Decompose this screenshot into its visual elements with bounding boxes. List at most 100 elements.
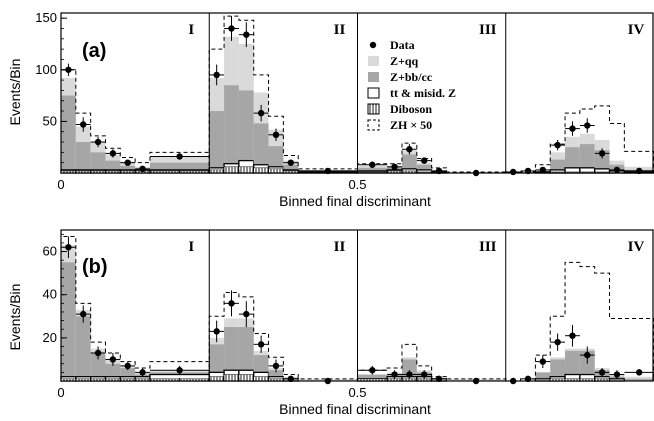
panel-b-region-label-IV: IV [628, 239, 645, 255]
panel-a-region-3-bin-4-data-point [421, 157, 428, 164]
legend-zqq-swatch-icon [368, 56, 379, 66]
panel-b-ytick-label-3: 60 [43, 244, 57, 259]
panel-b-region-4-bin-9-data-point [635, 369, 643, 376]
panel-b-region-4-bin-6-zbb-bar [579, 350, 595, 381]
panel-a-region-2-bin-2-diboson-bar [223, 166, 240, 174]
panel-a-region-1-bin-2-data-point [80, 121, 87, 128]
panel-a-region-2-zh-outline [208, 15, 358, 173]
panel-a-region-2-bin-6-data-point [287, 159, 294, 166]
panel-b-region-2-bin-5-zbb-bar [268, 370, 284, 381]
panel-a-region-2-bin-3-zbb-bar [238, 90, 254, 173]
panel-b-xtick-label-1: 0 [57, 385, 64, 400]
panel-a-region-2-bin-1-zbb-bar [209, 111, 225, 173]
panel-b-region-4-bin-8-data-point [613, 371, 621, 378]
panel-b-region-label-II: II [334, 239, 346, 255]
panel-b-region-4-bin-4-zbb-bar [550, 359, 566, 381]
panel-b-region-2-zh-outline [208, 292, 358, 381]
panel-a-region-2-bin-5-data-point [272, 131, 280, 139]
panel-a-region-3-bin-2-data-point [391, 163, 398, 171]
panel-b-region-3-bin-3-data-point [406, 371, 413, 378]
panel-a-region-2-bin-2-data-point [228, 25, 235, 32]
panel-a-region-1-bin-1-zbb-bar [61, 95, 76, 173]
panel-a-region-2-bin-2-zbb-bar [224, 85, 239, 173]
panel-a-region-4-bin-5-zbb-bar [565, 147, 580, 173]
panel-a-region-1-bin-5-data-point [124, 159, 131, 166]
panel-a-region-1-bin-3-zbb-bar [90, 152, 106, 173]
panel-b-region-label-III: III [479, 239, 497, 255]
panel-a-region-label-I: I [188, 22, 194, 38]
panel-b-region-1-bin-1-data-point [65, 244, 72, 251]
panel-a-region-3-bin-3-data-point [406, 146, 413, 153]
panel-b-region-2-bin-2-diboson-bar [223, 374, 240, 382]
panel-a-region-1-bin-2-zbb-bar [75, 142, 91, 173]
legend-tt-label: tt & misid. Z [390, 86, 456, 100]
panel-b-region-2-bin-4-diboson-bar [253, 376, 269, 382]
legend-item-diboson: Diboson [367, 102, 432, 116]
legend-diboson-swatch-icon [367, 103, 380, 115]
panel-a-region-1-bin-4-data-point [109, 150, 117, 157]
panel-a-region-label-III: III [479, 22, 497, 38]
legend-zh-label: ZH × 50 [390, 118, 432, 132]
legend-diboson-label: Diboson [390, 102, 432, 116]
panel-a-region-1-bin-7-data-point [176, 153, 183, 160]
panel-a-region-2-bin-5-diboson-bar [268, 168, 284, 174]
panel-a-region-4-bin-4-data-point [554, 141, 561, 149]
panel-a-ytick-label-3: 150 [35, 10, 57, 25]
panel-b-region-2-bin-4-data-point [257, 341, 265, 348]
panel-b-region-4-bin-3-data-point [539, 358, 547, 365]
legend-tt-swatch-icon [367, 87, 380, 99]
legend-zbb-swatch-icon [368, 72, 379, 82]
panel-a-region-2-bin-3-diboson-bar [238, 166, 254, 174]
panel-a-region-4-bin-6-data-point [584, 122, 591, 129]
panel-b-region-2-bin-3-zbb-bar [238, 327, 254, 381]
panel-b-region-4-bin-4-data-point [554, 338, 561, 346]
panel-a-region-2-bin-6-zbb-bar [283, 164, 299, 173]
panel-a-region-1-bin-3-data-point [94, 138, 102, 146]
panel-b-region-3-bin-2-data-point [391, 371, 398, 378]
panel-b-region-2-bin-1-diboson-bar [209, 376, 225, 382]
panel-a-region-4-bin-5-data-point [569, 125, 576, 132]
panel-b-region-4-bin-5-data-point [569, 332, 576, 339]
panel-b-region-2-bin-1-data-point [213, 328, 220, 335]
panel-b-region-4-bin-9-zbb-bar [624, 378, 654, 381]
legend-zbb-label: Z+bb/cc [390, 70, 433, 84]
panel-b-region-1-bin-3-zbb-bar [90, 352, 106, 381]
panel-a-region-1-bin-1-data-point [65, 66, 72, 73]
panel-b-region-4-bin-3-zbb-bar [535, 372, 551, 381]
panel-a-region-4-bin-8-data-point [613, 166, 621, 174]
panel-a-region-4-bin-3-data-point [539, 166, 547, 174]
panel-a-xtick-label-2: 0.5 [348, 177, 366, 192]
panel-b-region-1-bin-5-data-point [124, 362, 131, 370]
panel-b-label: (b) [82, 256, 108, 278]
legend-zh-swatch-icon [367, 119, 380, 131]
panel-b-region-4-bin-9-zqq-bar [624, 376, 654, 381]
legend-data-marker-icon [369, 41, 377, 49]
panel-b-region-4-bin-5-zbb-bar [565, 350, 580, 381]
panel-a-xlabel: Binned final discriminant [279, 193, 431, 209]
panel-b-region-2-bin-3-data-point [243, 310, 250, 318]
panel-a-ytick-label-2: 100 [35, 62, 57, 77]
panel-b-region-2-bin-3-diboson-bar [238, 374, 254, 382]
panel-a-region-4-bin-6-zbb-bar [579, 144, 595, 173]
panel-a-region-1-zh-outline [60, 69, 210, 173]
panel-a-region-4-bin-1-data-point [509, 168, 517, 176]
panel-a-region-3-bin-4-zbb-bar [416, 164, 432, 173]
legend: Data Z+qq Z+bb/cc tt & misid. Z Diboson … [367, 38, 456, 132]
panel-b-region-4-bin-7-data-point [598, 369, 606, 376]
panel-b-region-1-bin-4-data-point [109, 356, 117, 363]
panel-b-region-2-bin-5-data-point [272, 362, 280, 370]
panel-a-region-2-bin-1-data-point [213, 71, 220, 79]
panel-b-xtick-label-2: 0.5 [348, 385, 366, 400]
panel-b-region-2-bin-2-zbb-bar [224, 327, 239, 381]
legend-data-label: Data [390, 38, 415, 52]
panel-a-label: (a) [82, 40, 106, 62]
panel-b-region-3-bin-4-data-point [421, 371, 428, 378]
panel-b-region-1-bin-1-zbb-bar [61, 262, 76, 381]
panel-b-region-1-bin-2-data-point [80, 310, 87, 318]
panel-a-region-4-bin-7-data-point [598, 150, 606, 157]
panel-b-region-1-bin-3-data-point [94, 349, 102, 357]
panel-a-region-2-bin-4-data-point [257, 109, 265, 117]
legend-item-tt: tt & misid. Z [367, 86, 456, 100]
panel-a-region-label-II: II [334, 22, 346, 38]
